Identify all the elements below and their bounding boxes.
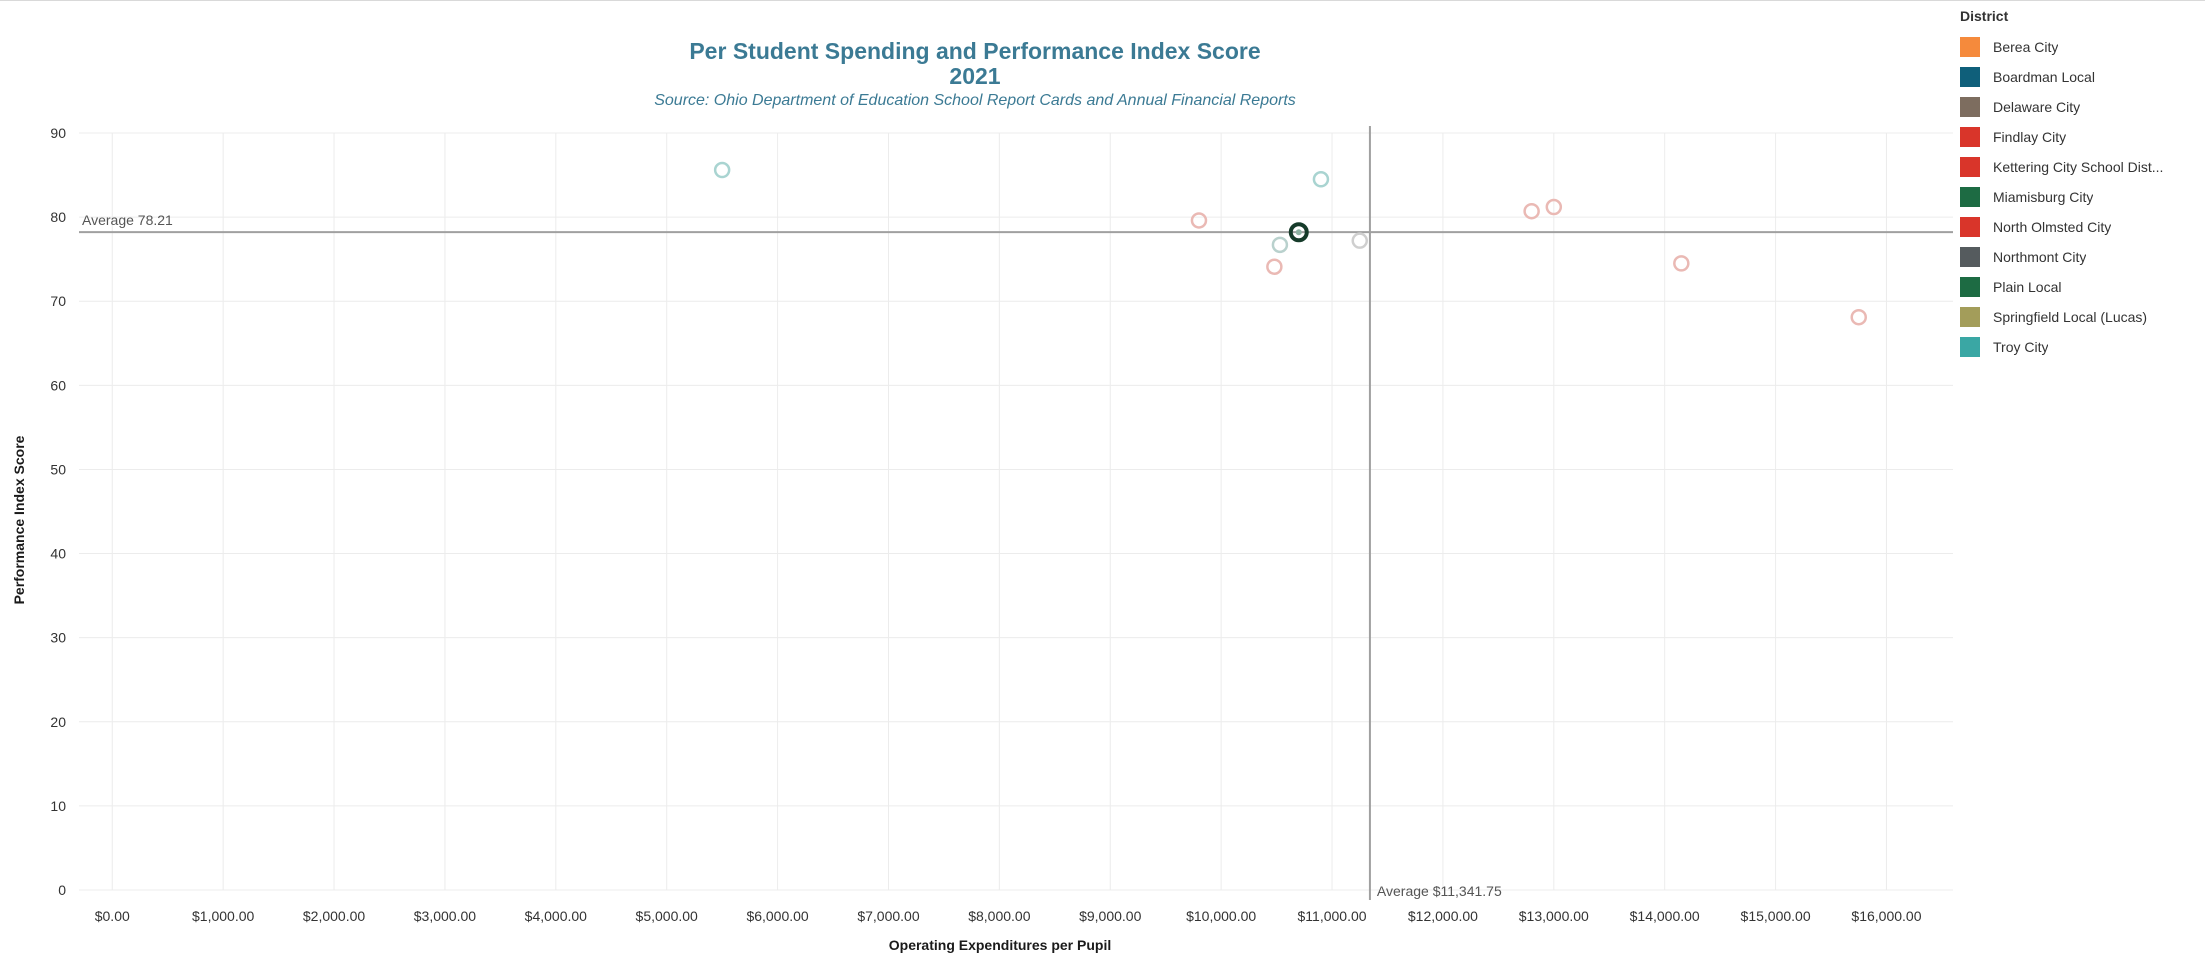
x-tick-label: $8,000.00 (968, 908, 1030, 924)
legend-item[interactable]: Boardman Local (1960, 62, 2200, 92)
legend-label: Boardman Local (1993, 69, 2095, 85)
legend-item[interactable]: Delaware City (1960, 92, 2200, 122)
x-tick-label: $11,000.00 (1298, 908, 1367, 924)
data-points (713, 161, 1867, 326)
legend-label: Delaware City (1993, 99, 2081, 115)
x-tick-label: $14,000.00 (1630, 908, 1700, 924)
legend-swatch (1960, 67, 1980, 87)
legend-item[interactable]: Miamisburg City (1960, 182, 2200, 212)
x-tick-label: $9,000.00 (1079, 908, 1141, 924)
legend-swatch (1960, 127, 1980, 147)
scatter-plot: Average 78.21 Average $11,341.75 $0.00 $1,… (11, 125, 1953, 953)
y-tick-label: 80 (50, 209, 66, 225)
legend-item[interactable]: Troy City (1960, 332, 2200, 362)
data-point[interactable] (1850, 308, 1867, 326)
legend-swatch (1960, 277, 1980, 297)
legend-item[interactable]: North Olmsted City (1960, 212, 2200, 242)
data-point[interactable] (1523, 202, 1540, 220)
data-point-highlighted[interactable] (1288, 222, 1309, 243)
x-tick-label: $1,000.00 (192, 908, 254, 924)
y-tick-label: 10 (50, 798, 66, 814)
legend: District Berea City Boardman Local Delawar… (1960, 8, 2200, 362)
y-axis-title: Performance Index Score (11, 435, 27, 604)
y-tick-label: 50 (50, 461, 66, 477)
legend-label: Plain Local (1993, 279, 2062, 295)
x-tick-label: $13,000.00 (1519, 908, 1589, 924)
legend-item[interactable]: Springfield Local (Lucas) (1960, 302, 2200, 332)
legend-item[interactable]: Findlay City (1960, 122, 2200, 152)
x-tick-label: $7,000.00 (857, 908, 919, 924)
data-point[interactable] (1266, 258, 1283, 275)
x-tick-label: $4,000.00 (525, 908, 587, 924)
chart-subtitle: 2021 (949, 63, 1001, 89)
legend-label: Miamisburg City (1993, 189, 2094, 205)
x-tick-label: $0.00 (95, 908, 130, 924)
legend-swatch (1960, 157, 1980, 177)
grid-lines (79, 132, 1953, 891)
x-tick-label: $15,000.00 (1741, 908, 1811, 924)
x-tick-label: $6,000.00 (746, 908, 808, 924)
top-border (0, 0, 2205, 1)
legend-item[interactable]: Berea City (1960, 32, 2200, 62)
x-tick-label: $5,000.00 (636, 908, 698, 924)
legend-label: Northmont City (1993, 249, 2087, 265)
legend-label: Springfield Local (Lucas) (1993, 309, 2148, 325)
legend-swatch (1960, 37, 1980, 57)
data-point-center (1295, 229, 1302, 236)
data-point[interactable] (1673, 255, 1690, 272)
legend-swatch (1960, 217, 1980, 237)
data-point[interactable] (1545, 198, 1563, 216)
y-tick-label: 20 (50, 714, 66, 730)
legend-label: Kettering City School Dist... (1993, 159, 2164, 175)
legend-swatch (1960, 247, 1980, 267)
data-point[interactable] (1351, 232, 1369, 249)
legend-title: District (1960, 8, 2009, 24)
y-tick-label: 40 (50, 546, 66, 562)
chart-title: Per Student Spending and Performance Ind… (689, 38, 1261, 64)
legend-items: Berea City Boardman Local Delaware City Fin… (1960, 32, 2200, 362)
axis-ticks: $0.00 $1,000.00 $2,000.00 $3,000.00 $4,000.0… (50, 125, 1921, 924)
legend-label: Findlay City (1993, 129, 2067, 145)
data-point[interactable] (1190, 212, 1208, 229)
legend-label: North Olmsted City (1993, 219, 2112, 235)
legend-item[interactable]: Kettering City School Dist... (1960, 152, 2200, 182)
data-point[interactable] (713, 161, 731, 179)
y-tick-label: 70 (50, 293, 66, 309)
y-tick-label: 60 (50, 377, 66, 393)
legend-swatch (1960, 307, 1980, 327)
y-tick-label: 30 (50, 630, 66, 646)
y-tick-label: 0 (58, 882, 66, 898)
average-x-label: Average $11,341.75 (1377, 883, 1502, 899)
x-axis-title: Operating Expenditures per Pupil (889, 937, 1111, 953)
chart-source: Source: Ohio Department of Education Sch… (654, 92, 1296, 109)
x-tick-label: $3,000.00 (414, 908, 476, 924)
legend-swatch (1960, 187, 1980, 207)
x-tick-label: $10,000.00 (1186, 908, 1256, 924)
legend-item[interactable]: Plain Local (1960, 272, 2200, 302)
y-tick-label: 90 (50, 125, 66, 141)
average-y-label: Average 78.21 (82, 212, 173, 228)
legend-item[interactable]: Northmont City (1960, 242, 2200, 272)
reference-lines: Average 78.21 Average $11,341.75 (79, 126, 1953, 900)
legend-label: Troy City (1993, 339, 2049, 355)
x-tick-label: $16,000.00 (1851, 908, 1921, 924)
data-point[interactable] (1312, 171, 1330, 188)
x-tick-label: $12,000.00 (1408, 908, 1478, 924)
x-tick-label: $2,000.00 (303, 908, 365, 924)
legend-label: Berea City (1993, 39, 2059, 55)
legend-swatch (1960, 97, 1980, 117)
legend-swatch (1960, 337, 1980, 357)
data-point[interactable] (1271, 236, 1289, 254)
